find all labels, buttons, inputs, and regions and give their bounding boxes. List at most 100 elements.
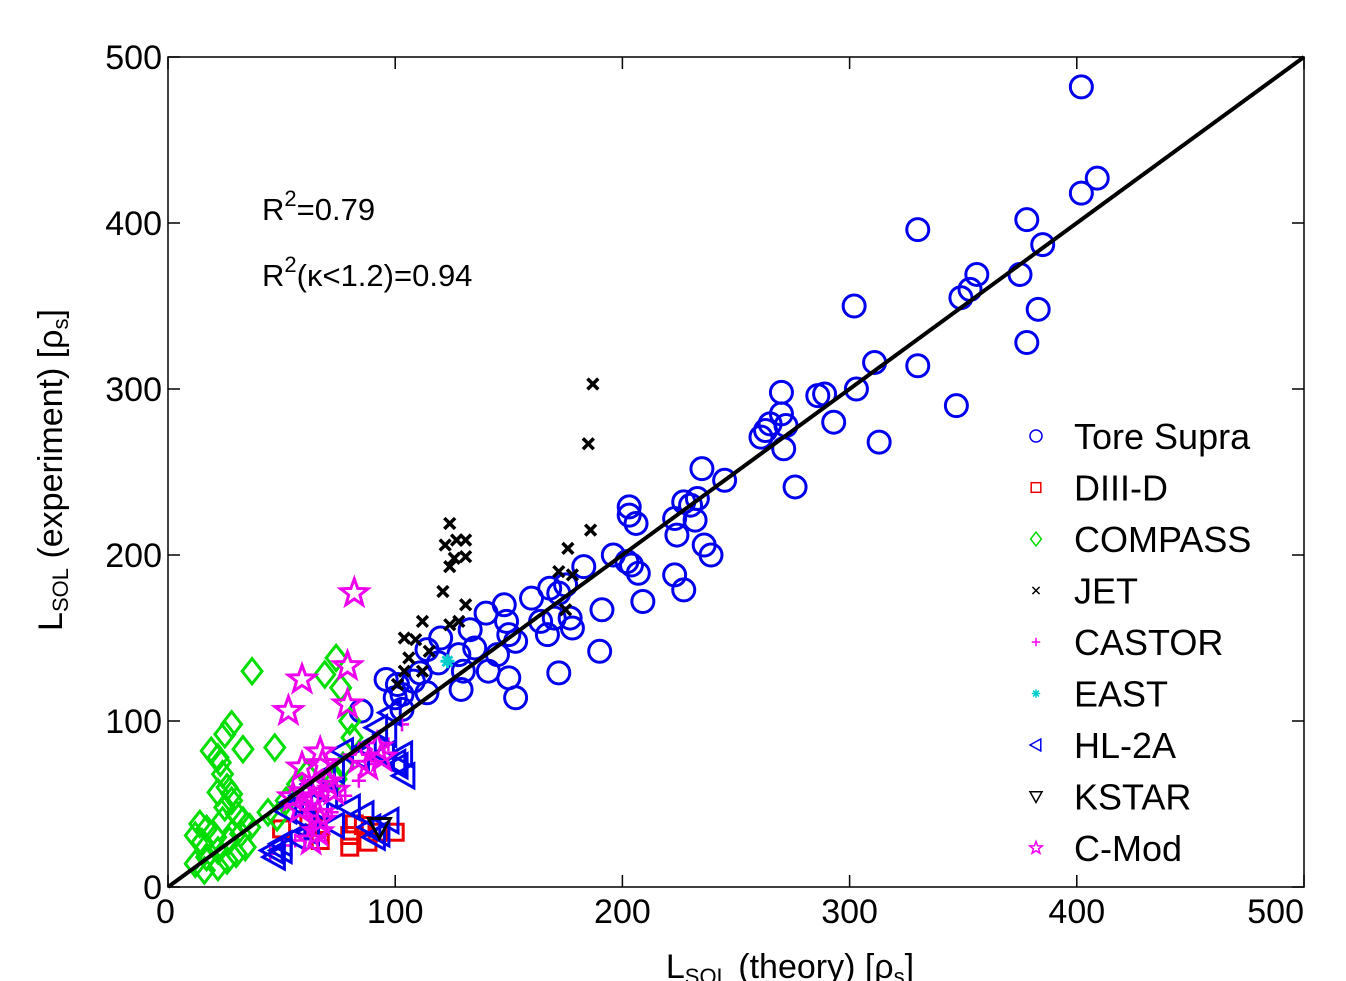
data-point (757, 411, 783, 437)
data-point (519, 585, 545, 611)
legend-label: DIII-D (1074, 468, 1168, 509)
data-point (1084, 165, 1110, 191)
data-point (452, 614, 466, 629)
legend-item: Tore Supra (1029, 416, 1251, 457)
plot-area (166, 55, 1306, 889)
legend-item: C-Mod (1027, 828, 1182, 869)
data-point (616, 494, 642, 520)
data-point (440, 654, 455, 669)
data-point (282, 790, 318, 825)
legend-item: EAST (1031, 674, 1168, 715)
data-point (212, 792, 237, 823)
data-point (188, 808, 212, 840)
data-point (390, 677, 405, 692)
data-point (443, 516, 457, 531)
data-point (375, 698, 402, 728)
x-tick-label: 100 (367, 893, 424, 931)
annotation-r2-kappa: R2(κ<1.2)=0.94 (262, 252, 472, 293)
data-point (821, 409, 847, 435)
data-point (215, 845, 239, 876)
legend-label: CASTOR (1074, 622, 1223, 663)
data-point (630, 588, 656, 614)
legend-item: CASTOR (1031, 622, 1223, 663)
data-point (384, 671, 410, 697)
data-point (402, 651, 416, 665)
data-point (473, 600, 499, 626)
data-point (436, 584, 450, 599)
x-tick-label: 200 (594, 893, 651, 931)
x-tick-label: 300 (821, 893, 878, 931)
data-point (397, 631, 411, 645)
data-point (240, 656, 264, 687)
data-point (257, 835, 284, 866)
data-point (565, 568, 580, 582)
data-point (1025, 296, 1051, 322)
data-point (212, 719, 237, 750)
y-tick-label: 0 (143, 869, 162, 907)
legend-marker (1031, 689, 1041, 698)
data-point (623, 510, 649, 536)
data-point (1068, 74, 1094, 100)
data-point (443, 559, 457, 574)
legend-marker (1031, 637, 1041, 647)
reference-line (166, 55, 1306, 889)
data-point (409, 633, 423, 647)
data-point (336, 574, 373, 609)
y-tick-label: 400 (105, 205, 162, 243)
legend-marker (1029, 530, 1043, 548)
data-point (1014, 330, 1040, 356)
legend-marker (1028, 790, 1044, 805)
axis-ticks (167, 56, 1305, 888)
legend-label: JET (1074, 571, 1138, 612)
legend-label: EAST (1074, 674, 1168, 715)
data-point (618, 552, 644, 578)
legend-label: Tore Supra (1074, 416, 1251, 457)
data-point (458, 598, 473, 612)
data-point (365, 816, 393, 842)
legend-label: COMPASS (1074, 519, 1251, 560)
data-point (415, 664, 430, 678)
data-point (583, 523, 598, 537)
data-point (689, 456, 715, 482)
x-axis-label: LSOL (theory) [ρs] (666, 948, 914, 981)
data-point (458, 550, 473, 564)
data-point (224, 838, 248, 869)
data-point (496, 622, 522, 648)
data-point (190, 827, 214, 858)
legend-item: DIII-D (1030, 468, 1168, 509)
data-point (348, 799, 375, 829)
data-point (284, 660, 320, 695)
data-point (385, 822, 405, 842)
y-axis-label: LSOL (experiment) [ρs] (32, 309, 73, 631)
data-point (1014, 207, 1040, 233)
data-point (422, 644, 436, 658)
legend-label: KSTAR (1074, 777, 1191, 818)
legend-label: C-Mod (1074, 828, 1182, 869)
data-point (457, 617, 483, 643)
legend-marker (1030, 481, 1042, 494)
legend-marker (1028, 737, 1042, 753)
data-point (625, 560, 651, 586)
data-point (318, 811, 345, 841)
data-point (262, 732, 287, 763)
data-point (414, 680, 440, 706)
data-point (559, 615, 585, 641)
data-point (350, 747, 386, 781)
data-point (340, 837, 360, 857)
data-point (414, 637, 440, 663)
y-tick-label: 200 (105, 537, 162, 575)
data-point (233, 832, 258, 863)
series-jet (390, 377, 600, 692)
data-point (503, 685, 529, 711)
data-point (712, 467, 738, 493)
data-point (458, 533, 473, 547)
data-point (324, 642, 348, 674)
data-point (462, 635, 488, 661)
data-point (494, 608, 520, 634)
data-point (206, 851, 230, 883)
data-point (270, 692, 307, 727)
legend-item: KSTAR (1028, 777, 1191, 818)
data-point (905, 217, 931, 243)
x-tick-labels: 0 100 200 300 400 500 (156, 893, 1304, 931)
